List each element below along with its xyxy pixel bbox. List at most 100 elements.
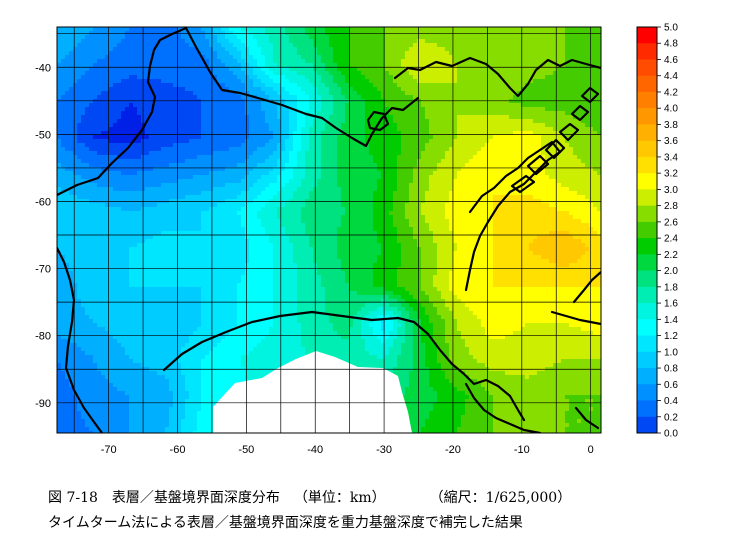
heat-cell	[537, 143, 542, 148]
heat-cell	[217, 115, 222, 120]
heat-cell	[97, 151, 102, 156]
heat-cell	[233, 59, 238, 64]
heat-cell	[345, 63, 350, 68]
heat-cell	[497, 147, 502, 152]
heat-cell	[501, 167, 506, 172]
heat-cell	[105, 27, 110, 32]
heat-cell	[205, 35, 210, 40]
heat-cell	[121, 135, 126, 140]
heat-cell	[533, 111, 538, 116]
heat-cell	[309, 147, 314, 152]
heat-cell	[253, 127, 258, 132]
heat-cell	[505, 27, 510, 32]
heat-cell	[145, 99, 150, 104]
heat-cell	[209, 151, 214, 156]
heat-cell	[269, 75, 274, 80]
heat-cell	[473, 131, 478, 136]
heat-cell	[389, 83, 394, 88]
heat-cell	[457, 59, 462, 64]
heat-cell	[425, 79, 430, 84]
heat-cell	[449, 39, 454, 44]
heat-cell	[497, 143, 502, 148]
heat-cell	[253, 39, 258, 44]
heat-cell	[77, 151, 82, 156]
heat-cell	[325, 103, 330, 108]
heat-cell	[409, 83, 414, 88]
heat-cell	[541, 155, 546, 160]
heat-cell	[281, 59, 286, 64]
heat-cell	[265, 115, 270, 120]
heat-cell	[197, 151, 202, 156]
heat-cell	[137, 107, 142, 112]
heat-cell	[389, 127, 394, 132]
heat-cell	[361, 103, 366, 108]
heat-cell	[309, 67, 314, 72]
heat-cell	[529, 111, 534, 116]
heat-cell	[481, 151, 486, 156]
heat-cell	[549, 167, 554, 172]
heat-cell	[533, 155, 538, 160]
heat-cell	[549, 159, 554, 164]
heat-cell	[389, 147, 394, 152]
heat-cell	[529, 151, 534, 156]
heat-cell	[449, 79, 454, 84]
heat-cell	[333, 155, 338, 160]
heat-cell	[589, 75, 594, 80]
heat-cell	[541, 51, 546, 56]
heat-cell	[469, 127, 474, 132]
heat-cell	[205, 43, 210, 48]
heat-cell	[425, 87, 430, 92]
heat-cell	[369, 39, 374, 44]
heat-cell	[489, 27, 494, 32]
heat-cell	[473, 43, 478, 48]
heat-cell	[269, 167, 274, 172]
heat-cell	[281, 131, 286, 136]
heat-cell	[449, 59, 454, 64]
heat-cell	[233, 127, 238, 132]
heat-cell	[201, 147, 206, 152]
heat-cell	[509, 139, 514, 144]
heat-cell	[369, 43, 374, 48]
heat-cell	[105, 143, 110, 148]
heat-cell	[353, 71, 358, 76]
heat-cell	[473, 111, 478, 116]
heat-cell	[477, 71, 482, 76]
heat-cell	[489, 147, 494, 152]
heat-cell	[429, 131, 434, 136]
heat-cell	[585, 59, 590, 64]
heat-cell	[173, 91, 178, 96]
heat-cell	[249, 163, 254, 168]
heat-cell	[293, 111, 298, 116]
heat-cell	[129, 63, 134, 68]
heat-cell	[133, 131, 138, 136]
heat-cell	[333, 115, 338, 120]
heat-cell	[285, 135, 290, 140]
heat-cell	[521, 67, 526, 72]
heat-cell	[105, 35, 110, 40]
heat-cell	[121, 71, 126, 76]
heat-cell	[425, 55, 430, 60]
heat-cell	[561, 103, 566, 108]
heat-cell	[77, 119, 82, 124]
heat-cell	[285, 143, 290, 148]
heat-cell	[353, 27, 358, 32]
heat-cell	[261, 47, 266, 52]
heat-cell	[301, 83, 306, 88]
heat-cell	[269, 51, 274, 56]
heat-cell	[493, 75, 498, 80]
heat-cell	[277, 67, 282, 72]
heat-cell	[457, 35, 462, 40]
heat-cell	[265, 55, 270, 60]
heat-cell	[237, 119, 242, 124]
heat-cell	[69, 103, 74, 108]
heat-cell	[193, 75, 198, 80]
heat-cell	[401, 155, 406, 160]
heat-cell	[389, 103, 394, 108]
heat-cell	[349, 155, 354, 160]
heat-cell	[229, 47, 234, 52]
heat-cell	[85, 35, 90, 40]
heat-cell	[585, 55, 590, 60]
heat-cell	[237, 159, 242, 164]
heat-cell	[277, 127, 282, 132]
heat-cell	[473, 143, 478, 148]
